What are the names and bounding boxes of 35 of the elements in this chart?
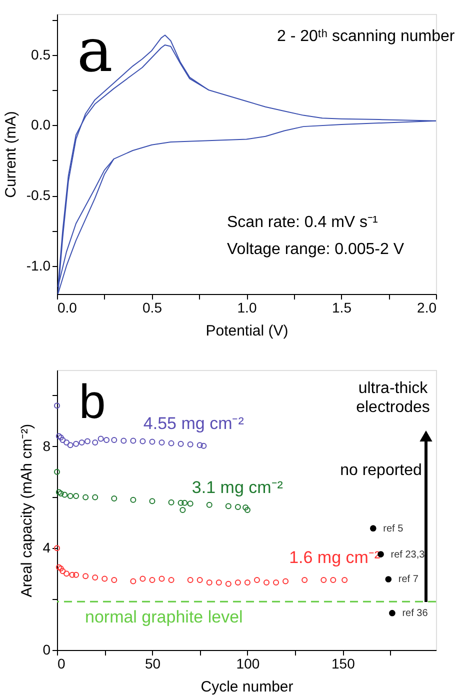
y-tick-label: 8: [42, 438, 51, 454]
series-label: 4.55 mg cm⁻²: [143, 414, 244, 433]
data-label: ref 5: [383, 523, 404, 534]
x-tick-label: 1.0: [237, 300, 257, 316]
y-tick-label: 0.0: [31, 116, 51, 133]
series-label: 3.1 mg cm⁻²: [192, 478, 284, 497]
annotation: ultra-thick electrodes: [356, 380, 430, 416]
data-label: ref 23,3: [390, 549, 426, 560]
y-tick-label: 0.5: [31, 46, 51, 62]
x-axis-title: Potential (V): [206, 322, 288, 340]
data-label: ref 36: [402, 608, 428, 620]
y-tick-label: 0: [42, 642, 51, 658]
ref-line-label: normal graphite level: [85, 608, 243, 627]
x-tick-label: 150: [332, 656, 356, 672]
annotation: 2 - 20ᵗʰ scanning number: [277, 28, 456, 45]
y-tick-label: -0.5: [26, 187, 51, 204]
x-axis-title: Cycle number: [200, 678, 294, 696]
x-tick-label: 0: [58, 656, 66, 672]
x-tick-label: 1.5: [332, 300, 352, 316]
y-tick-label: 4: [42, 540, 51, 556]
x-tick-label: 0.0: [58, 300, 78, 316]
x-tick-label: 2.0: [417, 300, 437, 316]
annotation: Scan rate: 0.4 mV s⁻¹: [227, 214, 378, 231]
annotation: Voltage range: 0.005-2 V: [227, 241, 404, 258]
x-tick-label: 100: [236, 656, 260, 672]
annotation: b: [79, 376, 106, 429]
x-tick-label: 50: [144, 656, 161, 672]
annotation: no reported: [340, 462, 422, 479]
data-label: ref 7: [398, 574, 419, 586]
x-tick-label: 0.5: [142, 300, 162, 316]
y-tick-label: -1.0: [26, 257, 51, 274]
y-axis-title: Current (mA): [2, 111, 20, 198]
y-axis-title: Areal capacity (mAh cm⁻²): [18, 424, 36, 598]
annotation: a: [77, 16, 113, 86]
series-label: 1.6 mg cm⁻²: [289, 548, 380, 567]
